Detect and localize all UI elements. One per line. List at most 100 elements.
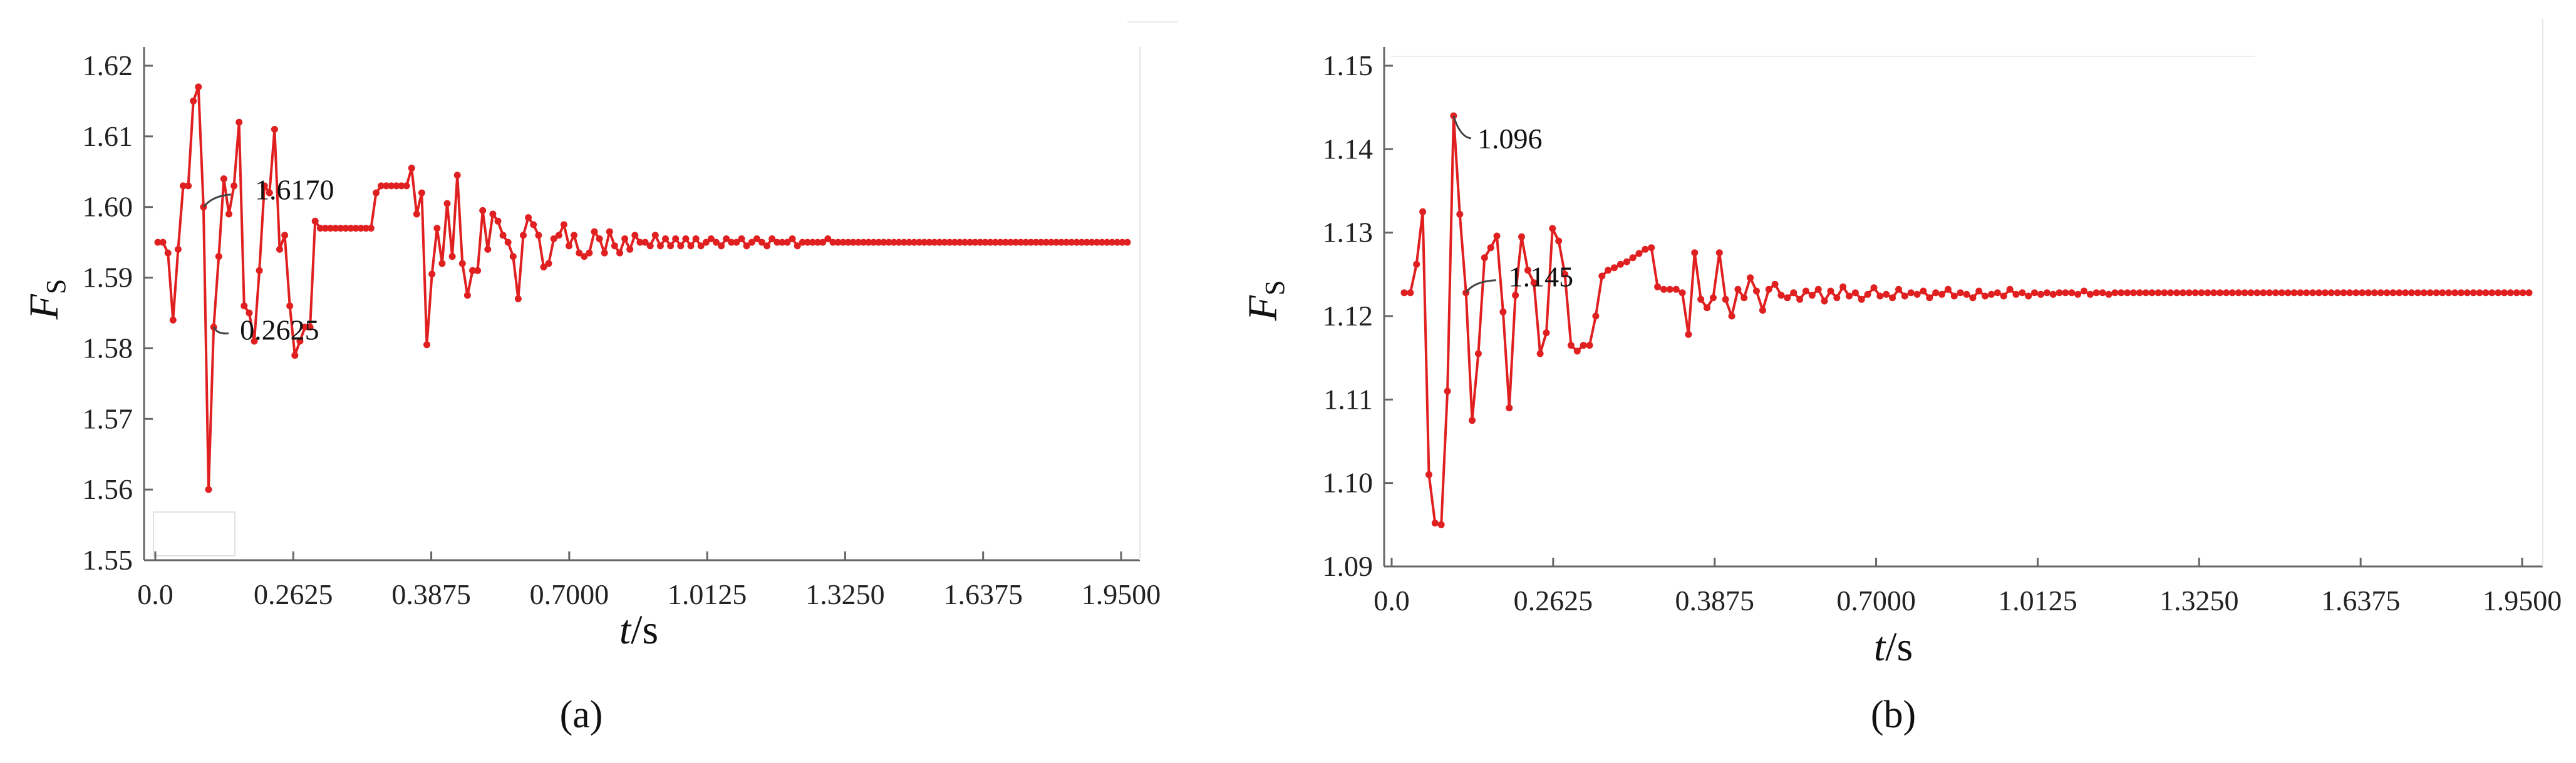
panel-a-data-point [1017,238,1025,246]
panel-a-data-point [393,182,400,190]
panel-b-data-point [2216,289,2224,297]
panel-b-data-point [2247,289,2255,297]
panel-a-data-point [707,235,715,242]
panel-a-data-point [423,341,430,349]
panel-a-data-point [525,214,532,222]
panel-a-data-point [164,249,172,257]
panel-a-y-tick-label: 1.60 [83,191,133,223]
panel-a-data-point [809,238,816,246]
panel-a-data-point [185,182,192,190]
panel-b-data-point [1833,294,1841,302]
panel-a-data-point [784,238,791,246]
panel-b-data-point [1691,249,1699,257]
panel-a-data-point [1002,238,1009,246]
panel-a-data-point [438,260,446,267]
panel-a-data-point [641,238,649,246]
panel-b-data-point [2198,289,2205,297]
panel-b-data-point [1543,329,1550,337]
panel-a-annotation-leader [212,326,229,335]
panel-a-data-point [398,182,405,190]
panel-a-data-point [235,118,243,126]
panel-b-data-point [1481,254,1488,262]
panel-b-data-point [2235,289,2242,297]
panel-b-data-point [1821,297,1828,305]
panel-a-data-point [1068,238,1075,246]
panel-a-data-point [220,175,227,183]
panel-a-data-point [576,249,583,257]
panel-a-data-point [728,238,735,246]
panel-b-data-point [2426,289,2434,297]
panel-b-data-point [2124,289,2131,297]
panel-a-data-point [596,235,603,242]
panel-a-y-tick-label: 1.55 [83,544,133,576]
panel-b-data-point [1864,290,1871,298]
panel-b-data-point [1753,287,1760,295]
panel-a-data-point [509,253,517,260]
panel-b-data-point [1988,290,1995,298]
panel-b-data-point [1926,294,1933,302]
panel-a-data-point [418,189,425,197]
panel-b-data-point [2340,289,2347,297]
panel-b-data-point [1907,289,1915,297]
panel-a-data-point [535,232,542,239]
panel-b-data-point [2204,289,2211,297]
panel-a-x-tick-label: 0.0 [137,578,173,610]
panel-b-data-point [2506,289,2514,297]
panel-a-data-point [367,225,375,232]
panel-b-data-point [1407,289,1414,297]
panel-b-data-point [2099,289,2106,297]
panel-a-x-tick-label: 1.0125 [668,578,747,610]
panel-a-data-point [966,238,974,246]
panel-a-data-point [921,238,928,246]
panel-b-x-ticks: 0.0 0.2625 0.3875 0.7000 1.0125 1.3250 1.6375 1… [1373,558,2562,617]
panel-a-data-point [514,295,522,302]
panel-a-data-point [1032,238,1040,246]
panel-a-data-point [718,242,725,250]
panel-a-data-point [692,235,700,242]
panel-b-data-point [1889,294,1896,302]
panel-b-data-point [1814,285,1822,293]
panel-b-data-point [2303,289,2310,297]
panel-a-data-point [332,225,339,232]
panel-b-data-point [2092,289,2100,297]
panel-a-series [154,83,1131,493]
panel-b-data-point [1592,312,1600,320]
panel-a-data-point [205,486,212,493]
panel-b-data-point [1555,237,1563,245]
panel-a-data-point [687,242,695,250]
panel-a-data-point [651,232,659,239]
panel-a-data-point [1119,238,1126,246]
panel-a-data-point [834,238,842,246]
panel-a-x-tick-label: 0.7000 [530,578,609,610]
panel-a-data-point [880,238,887,246]
panel-a-data-point [504,238,512,246]
panel-a-data-point [1093,238,1100,246]
panel-a-chart: 1.55 1.56 1.57 1.58 1.59 1.60 1.61 1.62 0.0 0.26… [21,21,1177,736]
panel-b-data-point [2525,289,2533,297]
panel-a-data-point [753,235,760,242]
panel-b-y-tick-label: 1.09 [1323,550,1373,582]
panel-a-data-point [875,238,882,246]
panel-b-annotation-leader [1452,115,1472,140]
panel-b-data-point [1672,285,1680,293]
panel-a-x-axis-title: t/s [619,607,658,653]
panel-a-data-point [601,249,608,257]
panel-a-data-point [378,182,385,190]
panel-a-annotation-leader [202,193,232,208]
panel-b-data-point [1747,274,1754,282]
panel-b-series-line [1404,115,2529,526]
panel-b-data-point [1506,404,1513,412]
panel-b-data-point [1697,295,1705,303]
panel-b-data-point [1963,290,1970,298]
panel-a-data-point [926,238,933,246]
panel-a-data-point [1053,238,1060,246]
panel-b-data-point [2495,289,2502,297]
panel-a-data-point [860,238,867,246]
panel-a-data-point [453,172,461,179]
panel-b-data-point [1870,284,1878,292]
panel-a-series-line [158,85,1127,491]
panel-b-data-point [1883,290,1890,298]
panel-b-data-point [1913,290,1921,298]
panel-b-data-point [1642,245,1649,253]
